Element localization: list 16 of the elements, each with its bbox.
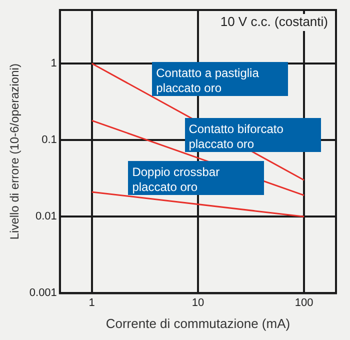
series-label: Contatto a pastiglia placcato oro [156,66,260,96]
y-tick-label: 0.01 [36,210,57,223]
y-tick-label: 0.001 [29,287,57,300]
x-tick-label: 100 [294,296,314,309]
x-tick-label: 10 [192,296,204,309]
callout-box: Doppio crossbar placcato oro [128,161,264,196]
y-axis-title: Livello di errore (10-6/operazioni) [8,64,22,240]
callout-box: Contatto biforcato placcato oro [184,118,321,152]
y-tick-label: 1 [50,58,57,70]
x-axis-title: Corrente di commutazione (mA) [106,316,290,331]
annotation: 10 V c.c. (costanti) [220,14,328,30]
y-tick-label: 0.1 [42,134,57,146]
callout-box: Contatto a pastiglia placcato oro [152,62,288,96]
series-label: Doppio crossbar placcato oro [132,165,221,196]
series-label: Contatto biforcato placcato oro [188,122,284,152]
x-tick-label: 1 [88,296,95,309]
